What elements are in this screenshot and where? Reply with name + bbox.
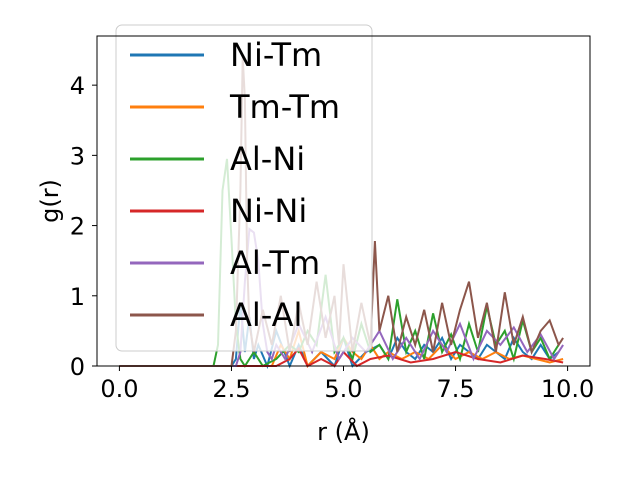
y-tick-label: 1 xyxy=(70,283,85,311)
x-tick-label: 7.5 xyxy=(436,375,474,403)
legend-label: Ni-Tm xyxy=(230,36,322,74)
x-axis-label: r (Å) xyxy=(317,417,370,446)
y-axis-label: g(r) xyxy=(36,179,64,223)
legend-label: Al-Al xyxy=(230,296,302,334)
y-tick-label: 4 xyxy=(70,72,85,100)
x-tick-label: 10.0 xyxy=(541,375,594,403)
x-tick-label: 2.5 xyxy=(212,375,250,403)
x-tick-label: 5.0 xyxy=(324,375,362,403)
legend-label: Ni-Ni xyxy=(230,192,307,230)
y-tick-label: 2 xyxy=(70,213,85,241)
y-tick-label: 0 xyxy=(70,353,85,381)
legend-label: Tm-Tm xyxy=(229,88,340,126)
x-tick-label: 0.0 xyxy=(100,375,138,403)
legend-label: Al-Tm xyxy=(230,244,320,282)
y-axis-ticks: 0 1 2 3 4 xyxy=(70,72,97,381)
x-axis-ticks: 0.0 2.5 5.0 7.5 10.0 xyxy=(100,366,594,403)
y-tick-label: 3 xyxy=(70,142,85,170)
legend: Ni-Tm Tm-Tm Al-Ni Ni-Ni Al-Tm Al-Al xyxy=(115,24,373,352)
legend-label: Al-Ni xyxy=(230,140,305,178)
